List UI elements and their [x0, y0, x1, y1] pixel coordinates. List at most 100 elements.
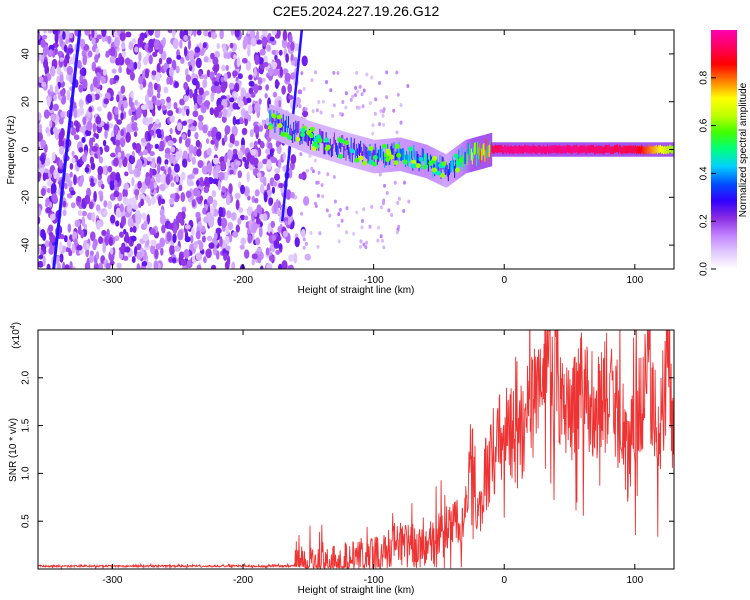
spectrogram-cell — [617, 144, 619, 153]
spectrogram-cell — [84, 166, 90, 173]
spectrogram-cell — [151, 162, 156, 169]
spectrogram-cell — [393, 138, 396, 172]
spectrogram-cell — [179, 98, 185, 106]
spectrogram-cell — [556, 146, 559, 154]
spectrogram-cell — [169, 244, 175, 256]
spectrogram-cell — [454, 167, 460, 173]
spectrogram-cell — [262, 176, 267, 187]
spectrogram-cell — [97, 148, 101, 159]
spectrogram-cell — [118, 56, 125, 66]
spectrogram-cell — [51, 193, 58, 202]
spectrogram-cell — [277, 114, 280, 127]
spectrogram-cell — [624, 146, 626, 154]
spectrogram-cell — [337, 223, 341, 228]
spectrogram-cell — [196, 94, 203, 105]
spectrogram-cell — [174, 245, 181, 252]
spectrogram-cell — [139, 83, 144, 90]
spectrogram-cell — [40, 52, 45, 64]
spectrogram-cell — [251, 253, 258, 260]
spectrogram-cell — [352, 142, 355, 155]
spectrogram-cell — [131, 37, 137, 45]
spectrogram-y-axis-label: Frequency (Hz) — [6, 116, 17, 185]
spectrogram-cell — [302, 237, 306, 242]
spectrogram-cell — [51, 151, 56, 162]
spectrogram-cell — [302, 86, 306, 91]
spectrogram-cell — [557, 145, 560, 154]
spectrogram-cell — [205, 248, 212, 259]
spectrogram-cell — [326, 137, 329, 150]
spectrogram-cell — [291, 128, 293, 141]
spectrogram-cell — [408, 146, 414, 152]
spectrogram-cell — [290, 72, 297, 79]
colorbar-gradient — [711, 30, 737, 269]
spectrogram-cell — [656, 146, 659, 155]
snr-x-tick-label: -100 — [364, 575, 384, 586]
spectrogram-cell — [109, 214, 116, 224]
spectrogram-cell — [130, 155, 135, 163]
spectrogram-cell — [580, 145, 583, 154]
spectrogram-cell — [155, 173, 162, 183]
spectrogram-cell — [439, 151, 442, 185]
spectrogram-cell — [454, 165, 456, 178]
spectrogram-cell — [459, 158, 461, 171]
spectrogram-cell — [340, 140, 342, 153]
spectrogram-cell — [206, 162, 213, 174]
spectrogram-cell — [594, 146, 596, 155]
spectrogram-cell — [479, 143, 481, 156]
spectrogram-cell — [441, 161, 447, 167]
colorbar-tick-label: 0.0 — [699, 262, 710, 276]
spectrogram-cell — [78, 107, 85, 116]
spectrogram-cell — [81, 216, 86, 227]
spectrogram-cell — [232, 115, 237, 126]
spectrogram-cell — [143, 220, 148, 228]
spectrogram-cell — [395, 230, 399, 235]
spectrogram-cell — [588, 145, 591, 154]
spectrogram-cell — [630, 145, 633, 154]
spectrogram-cell — [307, 134, 310, 147]
spectrogram-cell — [175, 194, 180, 200]
spectrogram-cell — [161, 104, 167, 111]
spectrogram-cell — [230, 30, 235, 36]
spectrogram-cell — [84, 261, 91, 269]
spectrogram-cell — [91, 37, 96, 45]
spectrogram-cell — [204, 176, 210, 187]
spectrogram-cell — [508, 146, 511, 154]
spectrogram-cell — [394, 143, 400, 149]
spectrogram-cell — [301, 132, 304, 144]
spectrogram-cell — [364, 144, 366, 157]
spectrogram-cell — [650, 145, 653, 154]
spectrogram-cell — [392, 108, 396, 113]
spectrogram-cell — [543, 146, 546, 154]
spectrogram-cell — [76, 59, 82, 69]
spectrogram-cell — [121, 51, 127, 58]
spectrogram-cell — [266, 263, 273, 269]
spectrogram-cell — [179, 177, 183, 187]
spectrogram-cell — [390, 212, 394, 217]
spectrogram-cell — [41, 81, 47, 88]
spectrogram-cell — [309, 137, 312, 150]
spectrogram-cell — [402, 208, 406, 213]
spectrogram-cell — [230, 212, 237, 221]
spectrogram-x-tick-label: 100 — [626, 275, 643, 286]
spectrogram-cell — [645, 146, 647, 155]
spectrogram-cell — [319, 110, 323, 115]
spectrogram-cell — [245, 60, 252, 71]
spectrogram-cell — [274, 173, 281, 181]
spectrogram-cell — [356, 89, 360, 94]
spectrogram-cell — [316, 193, 320, 198]
spectrogram-cell — [342, 131, 344, 165]
spectrogram-cell — [191, 199, 196, 208]
spectrogram-cell — [247, 234, 253, 244]
spectrogram-cell — [632, 145, 635, 153]
spectrogram-cell — [287, 116, 290, 129]
spectrogram-cell — [333, 132, 336, 145]
spectrogram-cell — [39, 228, 46, 239]
spectrogram-cell — [634, 145, 637, 153]
spectrogram-cell — [546, 145, 548, 154]
spectrogram-cell — [359, 244, 363, 249]
spectrogram-cell — [38, 245, 41, 255]
spectrogram-cell — [207, 130, 212, 137]
spectrogram-cell — [152, 51, 158, 58]
spectrogram-cell — [227, 221, 234, 231]
spectrogram-cell — [212, 56, 219, 66]
